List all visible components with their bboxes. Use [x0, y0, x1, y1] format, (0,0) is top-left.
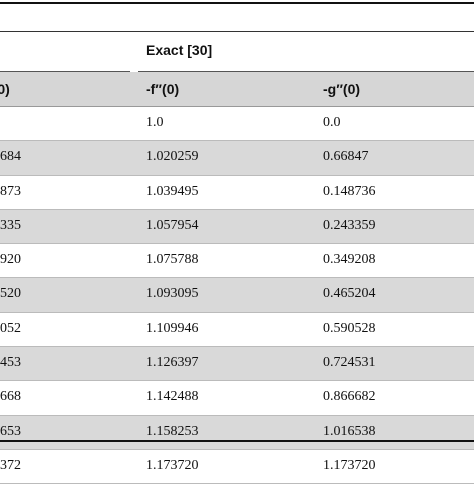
table-cell: 1.126397	[146, 355, 199, 371]
table-row: 24335 1.057954 0.243359	[0, 209, 474, 245]
table-cell: 1.173720	[323, 457, 376, 473]
table-cell: 1.173720	[146, 457, 199, 473]
table-cell: 0.148736	[323, 183, 376, 199]
table-cell: 1.0	[146, 115, 164, 130]
column-header: -f′′(0)	[146, 81, 180, 97]
table-cell: 1.109946	[146, 320, 199, 336]
group-underline-right	[138, 71, 474, 72]
table-row: 01653 1.158253 1.016538	[0, 415, 474, 450]
table-cell: 0.0	[323, 115, 341, 130]
table-row: 66684 1.020259 0.66847	[0, 141, 474, 176]
table-cell: 24335	[0, 217, 21, 233]
table-cell: 0.243359	[323, 217, 376, 233]
group-underline-left	[0, 71, 130, 72]
table-cell: 1.093095	[146, 286, 199, 302]
table-row: 86668 1.142488 0.866682	[0, 381, 474, 416]
table-row: 59052 1.109946 0.590528	[0, 313, 474, 348]
table-cell: 1.020259	[146, 149, 199, 165]
column-header-row	[0, 72, 474, 107]
table-cell: 66684	[0, 149, 21, 165]
table-cell: 17372	[0, 457, 21, 473]
table-cell: 1.016538	[323, 423, 376, 439]
table-cell: 1.158253	[146, 423, 199, 439]
table-top-rule	[0, 2, 474, 4]
table-row: 14873 1.039495 0.148736	[0, 176, 474, 210]
table-cell: 0.866682	[323, 389, 376, 405]
table-row: 1.0 0.0	[0, 107, 474, 142]
table-row: 34920 1.075788 0.349208	[0, 244, 474, 279]
table-header-rule	[0, 31, 474, 32]
table-cell: 72453	[0, 355, 21, 371]
column-header: ′′(0)	[0, 81, 10, 97]
column-header: -g′′(0)	[323, 81, 361, 97]
table-row: 72453 1.126397 0.724531	[0, 347, 474, 382]
table-cell: 34920	[0, 252, 21, 268]
table-cell: 1.057954	[146, 217, 199, 233]
table-cell: 01653	[0, 423, 21, 439]
table-cell: 46520	[0, 286, 21, 302]
table-cell: 0.590528	[323, 320, 376, 336]
group-header: Exact [30]	[146, 42, 213, 58]
table-cell: 59052	[0, 320, 21, 336]
table-cell: 0.724531	[323, 355, 376, 371]
table-row: 46520 1.093095 0.465204	[0, 278, 474, 313]
table-cell: 1.142488	[146, 389, 199, 405]
table-cell: 0.66847	[323, 149, 369, 165]
table-cell: 1.039495	[146, 183, 199, 199]
table-cell: 86668	[0, 389, 21, 405]
table-row: 17372 1.173720 1.173720	[0, 450, 474, 484]
table-cell: 0.349208	[323, 252, 376, 268]
table-bottom-rule	[0, 440, 474, 442]
table-cell: 0.465204	[323, 286, 376, 302]
table-cell: 14873	[0, 183, 21, 199]
table-body: 1.0 0.0 66684 1.020259 0.66847 14873 1.039495 0…	[0, 107, 474, 484]
table-cell: 1.075788	[146, 252, 199, 268]
